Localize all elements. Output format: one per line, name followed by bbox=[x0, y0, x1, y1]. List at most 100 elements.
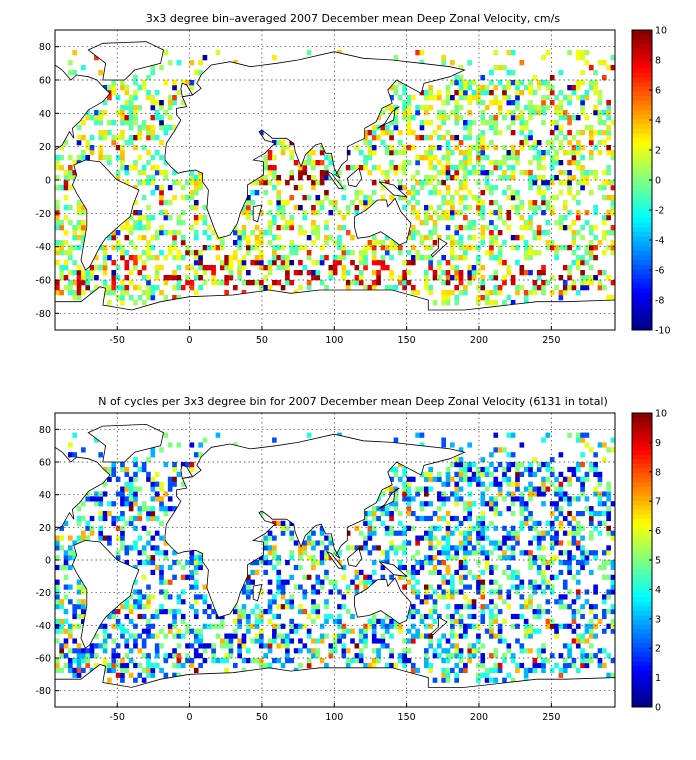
bin-cell bbox=[120, 280, 125, 286]
bin-cell bbox=[588, 65, 594, 71]
bin-cell bbox=[562, 667, 568, 673]
bin-cell bbox=[558, 215, 564, 221]
bin-cell bbox=[241, 604, 247, 610]
bin-cell bbox=[506, 476, 512, 482]
bin-cell bbox=[502, 190, 507, 196]
bin-cell bbox=[480, 75, 486, 81]
bin-cell bbox=[81, 225, 86, 231]
bin-cell bbox=[506, 85, 512, 91]
bin-cell bbox=[593, 210, 598, 216]
bin-cell bbox=[528, 486, 533, 492]
bin-cell bbox=[580, 130, 585, 136]
bin-cell bbox=[476, 540, 481, 546]
bin-cell bbox=[493, 653, 499, 659]
bin-cell bbox=[232, 628, 238, 634]
bin-cell bbox=[55, 155, 60, 161]
bin-cell bbox=[575, 594, 581, 600]
bin-cell bbox=[536, 535, 542, 541]
bin-cell bbox=[415, 180, 420, 186]
bin-cell bbox=[280, 255, 286, 261]
bin-cell bbox=[528, 628, 533, 634]
bin-cell bbox=[480, 569, 486, 575]
bin-cell bbox=[423, 613, 429, 620]
bin-cell bbox=[545, 200, 551, 206]
bin-cell bbox=[133, 633, 138, 639]
bin-cell bbox=[280, 633, 286, 639]
bin-cell bbox=[593, 604, 598, 610]
bin-cell bbox=[536, 250, 542, 256]
bin-cell bbox=[72, 160, 77, 166]
bin-cell bbox=[580, 80, 585, 86]
bin-cell bbox=[107, 120, 112, 126]
bin-cell bbox=[350, 579, 355, 585]
bin-cell bbox=[467, 160, 473, 166]
bin-cell bbox=[267, 638, 273, 644]
bin-cell bbox=[159, 579, 164, 585]
colorbar-segment bbox=[632, 670, 652, 676]
bin-cell bbox=[519, 145, 525, 151]
bin-cell bbox=[467, 125, 473, 131]
bin-cell bbox=[150, 135, 156, 141]
bin-cell bbox=[450, 60, 455, 66]
bin-cell bbox=[285, 653, 290, 659]
bin-cell bbox=[76, 584, 82, 590]
bin-cell bbox=[428, 265, 433, 271]
bin-cell bbox=[285, 255, 290, 261]
bin-cell bbox=[68, 452, 73, 458]
bin-cell bbox=[463, 574, 468, 580]
bin-cell bbox=[406, 235, 412, 241]
bin-cell bbox=[454, 175, 460, 181]
bin-cell bbox=[146, 75, 151, 81]
bin-cell bbox=[306, 155, 312, 161]
bin-cell bbox=[450, 240, 455, 246]
bin-cell bbox=[467, 584, 473, 590]
bin-cell bbox=[250, 638, 255, 644]
bin-cell bbox=[59, 667, 64, 673]
bin-cell bbox=[510, 491, 516, 497]
bin-cell bbox=[137, 105, 143, 111]
bin-cell bbox=[493, 95, 499, 101]
bin-cell bbox=[120, 501, 125, 507]
bin-cell bbox=[428, 105, 433, 111]
bin-cell bbox=[562, 604, 568, 610]
bin-cell bbox=[133, 515, 138, 522]
bin-cell bbox=[154, 115, 160, 121]
bin-cell bbox=[567, 50, 572, 56]
bin-cell bbox=[428, 260, 433, 266]
bin-cell bbox=[354, 165, 360, 171]
bin-cell bbox=[124, 225, 130, 231]
bin-cell bbox=[228, 643, 234, 649]
bin-cell bbox=[597, 618, 603, 624]
bin-cell bbox=[606, 545, 611, 551]
bin-cell bbox=[419, 155, 425, 161]
bin-cell bbox=[480, 496, 486, 502]
bin-cell bbox=[562, 643, 568, 649]
bin-cell bbox=[120, 672, 125, 678]
bin-cell bbox=[185, 245, 190, 251]
bin-cell bbox=[541, 105, 546, 111]
bin-cell bbox=[489, 220, 494, 226]
bin-cell bbox=[610, 535, 616, 541]
bin-cell bbox=[267, 545, 273, 551]
bin-cell bbox=[567, 481, 572, 487]
bin-cell bbox=[497, 100, 503, 106]
bin-cell bbox=[311, 638, 316, 644]
bin-cell bbox=[523, 550, 529, 556]
bin-cell bbox=[115, 145, 121, 151]
bin-cell bbox=[306, 555, 312, 561]
bin-cell bbox=[584, 50, 590, 56]
bin-cell bbox=[107, 667, 112, 673]
bin-cell bbox=[423, 210, 429, 216]
bin-cell bbox=[215, 280, 221, 286]
bin-cell bbox=[306, 285, 312, 291]
bin-cell bbox=[154, 515, 160, 522]
bin-cell bbox=[267, 150, 273, 156]
bin-cell bbox=[55, 165, 60, 171]
bin-cell bbox=[454, 75, 460, 81]
bin-cell bbox=[601, 195, 607, 201]
bin-cell bbox=[150, 130, 156, 136]
bin-cell bbox=[575, 290, 581, 296]
bin-cell bbox=[276, 180, 282, 186]
bin-cell bbox=[94, 255, 99, 261]
bin-cell bbox=[597, 120, 603, 126]
